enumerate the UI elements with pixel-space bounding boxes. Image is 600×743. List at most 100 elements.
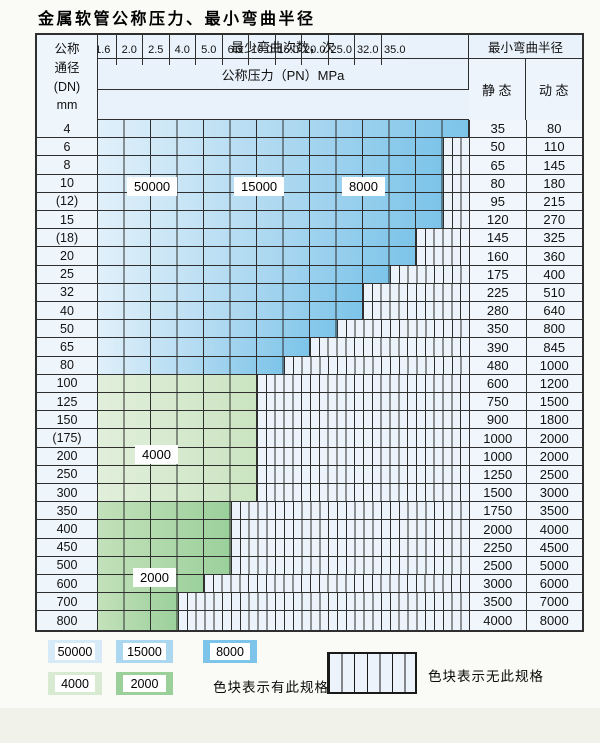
table-row: 20 160 360: [37, 247, 582, 266]
dynamic-value: 3000: [525, 484, 582, 502]
no-spec-hatch: [442, 211, 469, 229]
pressure-tick: 4.0: [169, 35, 196, 65]
dynamic-value: 640: [525, 302, 582, 320]
dn-cell: 20: [37, 247, 98, 265]
bend-cycles-header: 最少弯曲次数，次: [98, 35, 469, 59]
dynamic-value: 2000: [525, 447, 582, 465]
table-row: 65 390 845: [37, 338, 582, 357]
no-spec-hatch: [389, 265, 469, 283]
dn-header-line: 通径: [54, 60, 80, 75]
dynamic-value: 215: [525, 192, 582, 211]
no-spec-hatch: [230, 502, 469, 520]
legend-hatch-box: [327, 652, 417, 694]
static-value: 80: [469, 174, 526, 192]
table-row: 500 2500 5000: [37, 556, 582, 576]
no-spec-hatch: [257, 393, 469, 411]
cycle-count-label: 2000: [133, 568, 176, 587]
dn-header-line: 公称: [54, 42, 80, 56]
colored-span: [98, 229, 416, 247]
dn-cell: 800: [37, 611, 98, 630]
colored-span: [98, 302, 363, 320]
dynamic-value: 400: [525, 265, 582, 283]
dn-cell: 32: [37, 283, 98, 302]
no-spec-hatch: [257, 411, 469, 429]
colored-span: [98, 320, 337, 338]
colored-span: [98, 520, 231, 538]
dynamic-value: 270: [525, 211, 582, 229]
dn-cell: 600: [37, 575, 98, 593]
dynamic-value: 8000: [525, 611, 582, 630]
no-spec-hatch: [283, 356, 469, 374]
dn-cell: 400: [37, 520, 98, 538]
static-value: 1000: [469, 447, 526, 465]
static-value: 1250: [469, 465, 526, 484]
static-value: 1000: [469, 429, 526, 447]
static-value: 3500: [469, 593, 526, 611]
colored-span: [98, 211, 443, 229]
pressure-tick: 2.5: [143, 35, 170, 65]
colored-span: [98, 465, 257, 484]
dynamic-value: 2500: [525, 465, 582, 484]
dn-cell: 350: [37, 502, 98, 520]
no-spec-hatch: [257, 447, 469, 465]
colored-span: [98, 429, 257, 447]
dn-cell: 15: [37, 211, 98, 229]
pressure-tick: 2.0: [116, 35, 143, 65]
dynamic-value: 325: [525, 229, 582, 247]
dn-cell: 700: [37, 593, 98, 611]
colored-span: [98, 138, 443, 156]
table-row: 800 4000 8000: [37, 611, 582, 630]
static-value: 4000: [469, 611, 526, 630]
dynamic-value: 80: [525, 120, 582, 138]
table-row: 200 1000 2000: [37, 447, 582, 466]
table-row: (12) 95 215: [37, 192, 582, 212]
colored-span: [98, 393, 257, 411]
static-value: 390: [469, 338, 526, 356]
pressure-tick: 6.3: [222, 35, 249, 65]
static-value: 600: [469, 374, 526, 393]
colored-span: [98, 192, 443, 211]
table-row: 4 35 80: [37, 120, 582, 139]
pressure-tick: 5.0: [196, 35, 223, 65]
table-header: 公称 通径 (DN) mm 最少弯曲次数，次 最小弯曲半径 公称压力（PN）MP…: [37, 35, 582, 120]
colored-span: [98, 556, 231, 575]
no-spec-hatch: [204, 575, 469, 593]
table-row: 80 480 1000: [37, 356, 582, 375]
static-value: 900: [469, 411, 526, 429]
dynamic-value: 110: [525, 138, 582, 156]
static-value: 2250: [469, 538, 526, 556]
colored-span: [98, 283, 363, 302]
table-row: (175) 1000 2000: [37, 429, 582, 448]
legend-note-available: 色块表示有此规格: [213, 680, 329, 695]
no-spec-hatch: [257, 465, 469, 484]
static-value: 1500: [469, 484, 526, 502]
table-row: 150 900 1800: [37, 411, 582, 430]
dynamic-value: 180: [525, 174, 582, 192]
dn-cell: 150: [37, 411, 98, 429]
dynamic-value: 145: [525, 156, 582, 174]
legend-swatch-15000: 15000: [116, 640, 173, 663]
static-value: 480: [469, 356, 526, 374]
dynamic-value: 3500: [525, 502, 582, 520]
static-value: 50: [469, 138, 526, 156]
static-value: 145: [469, 229, 526, 247]
colored-span: [98, 502, 231, 520]
static-value: 1750: [469, 502, 526, 520]
dynamic-value: 1200: [525, 374, 582, 393]
dynamic-value: 7000: [525, 593, 582, 611]
no-spec-hatch: [230, 556, 469, 575]
dn-cell: 65: [37, 338, 98, 356]
no-spec-hatch: [363, 283, 469, 302]
table-row: 600 3000 6000: [37, 575, 582, 594]
no-spec-hatch: [230, 538, 469, 556]
dn-cell: 250: [37, 465, 98, 484]
pressure-tick: 32.0: [355, 35, 382, 65]
table-row: 100 600 1200: [37, 374, 582, 394]
no-spec-hatch: [363, 302, 469, 320]
no-spec-hatch: [442, 156, 469, 174]
static-value: 3000: [469, 575, 526, 593]
static-value: 65: [469, 156, 526, 174]
colored-span: [98, 593, 178, 611]
pressure-tick: 15.0: [275, 35, 302, 65]
colored-span: [98, 338, 310, 356]
